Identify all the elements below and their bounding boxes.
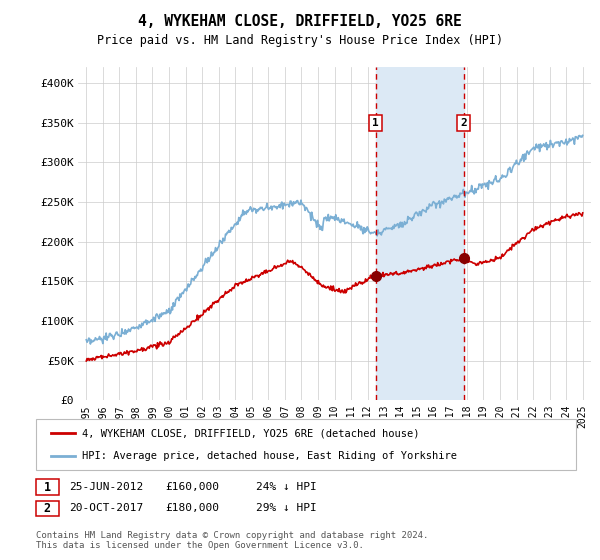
- Text: HPI: Average price, detached house, East Riding of Yorkshire: HPI: Average price, detached house, East…: [82, 451, 457, 461]
- Text: 1: 1: [373, 118, 379, 128]
- Text: 29% ↓ HPI: 29% ↓ HPI: [256, 503, 316, 514]
- Text: £180,000: £180,000: [166, 503, 220, 514]
- Text: 24% ↓ HPI: 24% ↓ HPI: [256, 482, 316, 492]
- Text: 20-OCT-2017: 20-OCT-2017: [70, 503, 144, 514]
- Text: 25-JUN-2012: 25-JUN-2012: [70, 482, 144, 492]
- Text: 1: 1: [44, 480, 51, 494]
- Text: 2: 2: [44, 502, 51, 515]
- Text: 4, WYKEHAM CLOSE, DRIFFIELD, YO25 6RE: 4, WYKEHAM CLOSE, DRIFFIELD, YO25 6RE: [138, 14, 462, 29]
- Text: 2: 2: [460, 118, 467, 128]
- Text: £160,000: £160,000: [166, 482, 220, 492]
- Text: 4, WYKEHAM CLOSE, DRIFFIELD, YO25 6RE (detached house): 4, WYKEHAM CLOSE, DRIFFIELD, YO25 6RE (d…: [82, 428, 420, 438]
- Bar: [376, 67, 464, 400]
- Text: Contains HM Land Registry data © Crown copyright and database right 2024.
This d: Contains HM Land Registry data © Crown c…: [36, 531, 428, 550]
- Text: Price paid vs. HM Land Registry's House Price Index (HPI): Price paid vs. HM Land Registry's House …: [97, 34, 503, 46]
